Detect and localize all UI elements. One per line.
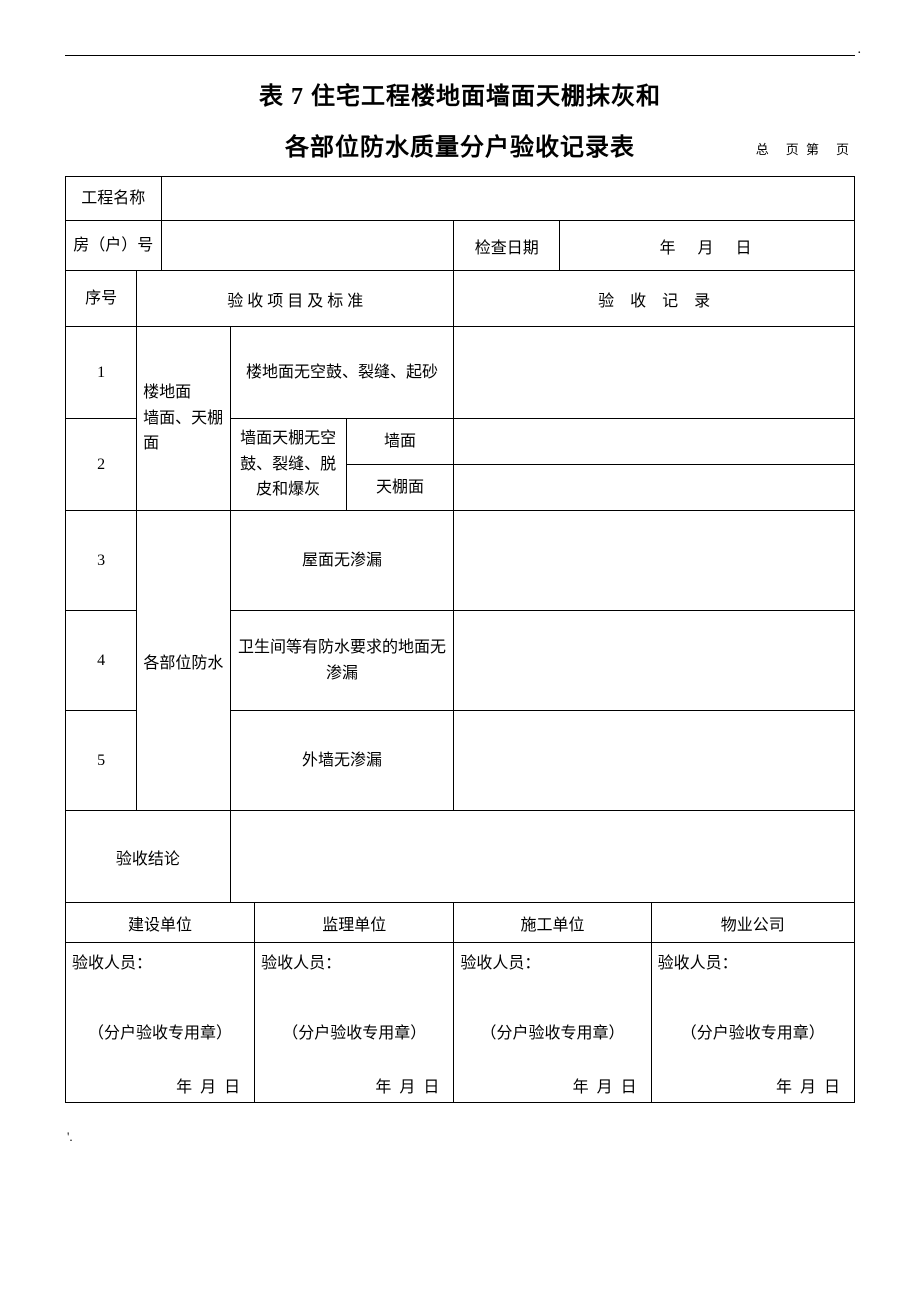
header-criteria: 验 收 项 目 及 标 准 xyxy=(137,271,454,327)
sig-stamp-2: （分户验收专用章） xyxy=(261,1019,447,1043)
criteria-2-sub1: 墙面 xyxy=(346,419,454,465)
sig-cell-2: 验收人员： （分户验收专用章） 年 月 日 xyxy=(255,943,454,1103)
sig-inspector-1: 验收人员： xyxy=(72,949,248,973)
org-3: 施工单位 xyxy=(454,903,651,943)
seq-2: 2 xyxy=(66,419,137,511)
criteria-5: 外墙无渗漏 xyxy=(230,711,454,811)
criteria-3: 屋面无渗漏 xyxy=(230,511,454,611)
criteria-1: 楼地面无空鼓、裂缝、起砂 xyxy=(230,327,454,419)
header-record: 验 收 记 录 xyxy=(454,271,855,327)
sig-cell-4: 验收人员： （分户验收专用章） 年 月 日 xyxy=(651,943,854,1103)
sig-cell-3: 验收人员： （分户验收专用章） 年 月 日 xyxy=(454,943,651,1103)
group1-name: 楼地面墙面、天棚面 xyxy=(137,327,231,511)
label-house-no: 房（户）号 xyxy=(66,221,162,271)
field-check-date: 年 月 日 xyxy=(560,221,855,271)
title-line-1: 表 7 住宅工程楼地面墙面天棚抹灰和 xyxy=(65,76,855,111)
criteria-2: 墙面天棚无空鼓、裂缝、脱皮和爆灰 xyxy=(230,419,346,511)
org-2: 监理单位 xyxy=(255,903,454,943)
criteria-2-sub2: 天棚面 xyxy=(346,465,454,511)
field-conclusion xyxy=(230,811,854,903)
seq-3: 3 xyxy=(66,511,137,611)
field-house-no xyxy=(161,221,454,271)
sig-stamp-4: （分户验收专用章） xyxy=(658,1019,848,1043)
page-note: 总 页 第 页 xyxy=(756,139,851,158)
seq-5: 5 xyxy=(66,711,137,811)
record-5 xyxy=(454,711,855,811)
record-2b xyxy=(454,465,855,511)
label-check-date: 检查日期 xyxy=(454,221,560,271)
record-2a xyxy=(454,419,855,465)
sig-date-2: 年 月 日 xyxy=(261,1073,447,1097)
record-3 xyxy=(454,511,855,611)
seq-4: 4 xyxy=(66,611,137,711)
sig-inspector-2: 验收人员： xyxy=(261,949,447,973)
acceptance-table: 工程名称 房（户）号 检查日期 年 月 日 序号 验 收 项 目 及 标 准 验… xyxy=(65,176,855,1103)
criteria-4: 卫生间等有防水要求的地面无渗漏 xyxy=(230,611,454,711)
record-4 xyxy=(454,611,855,711)
sig-inspector-3: 验收人员： xyxy=(460,949,644,973)
field-project-name xyxy=(161,177,854,221)
sig-inspector-4: 验收人员： xyxy=(658,949,848,973)
title-line-2: 各部位防水质量分户验收记录表 xyxy=(285,127,635,162)
org-4: 物业公司 xyxy=(651,903,854,943)
footer-mark: '. xyxy=(65,1129,855,1145)
sig-date-1: 年 月 日 xyxy=(72,1073,248,1097)
header-seq: 序号 xyxy=(66,271,137,327)
label-conclusion: 验收结论 xyxy=(66,811,231,903)
sig-date-4: 年 月 日 xyxy=(658,1073,848,1097)
sig-stamp-3: （分户验收专用章） xyxy=(460,1019,644,1043)
seq-1: 1 xyxy=(66,327,137,419)
label-project-name: 工程名称 xyxy=(66,177,162,221)
sig-date-3: 年 月 日 xyxy=(460,1073,644,1097)
sig-cell-1: 验收人员： （分户验收专用章） 年 月 日 xyxy=(66,943,255,1103)
org-1: 建设单位 xyxy=(66,903,255,943)
record-1 xyxy=(454,327,855,419)
sig-stamp-1: （分户验收专用章） xyxy=(72,1019,248,1043)
group2-name: 各部位防水 xyxy=(137,511,231,811)
